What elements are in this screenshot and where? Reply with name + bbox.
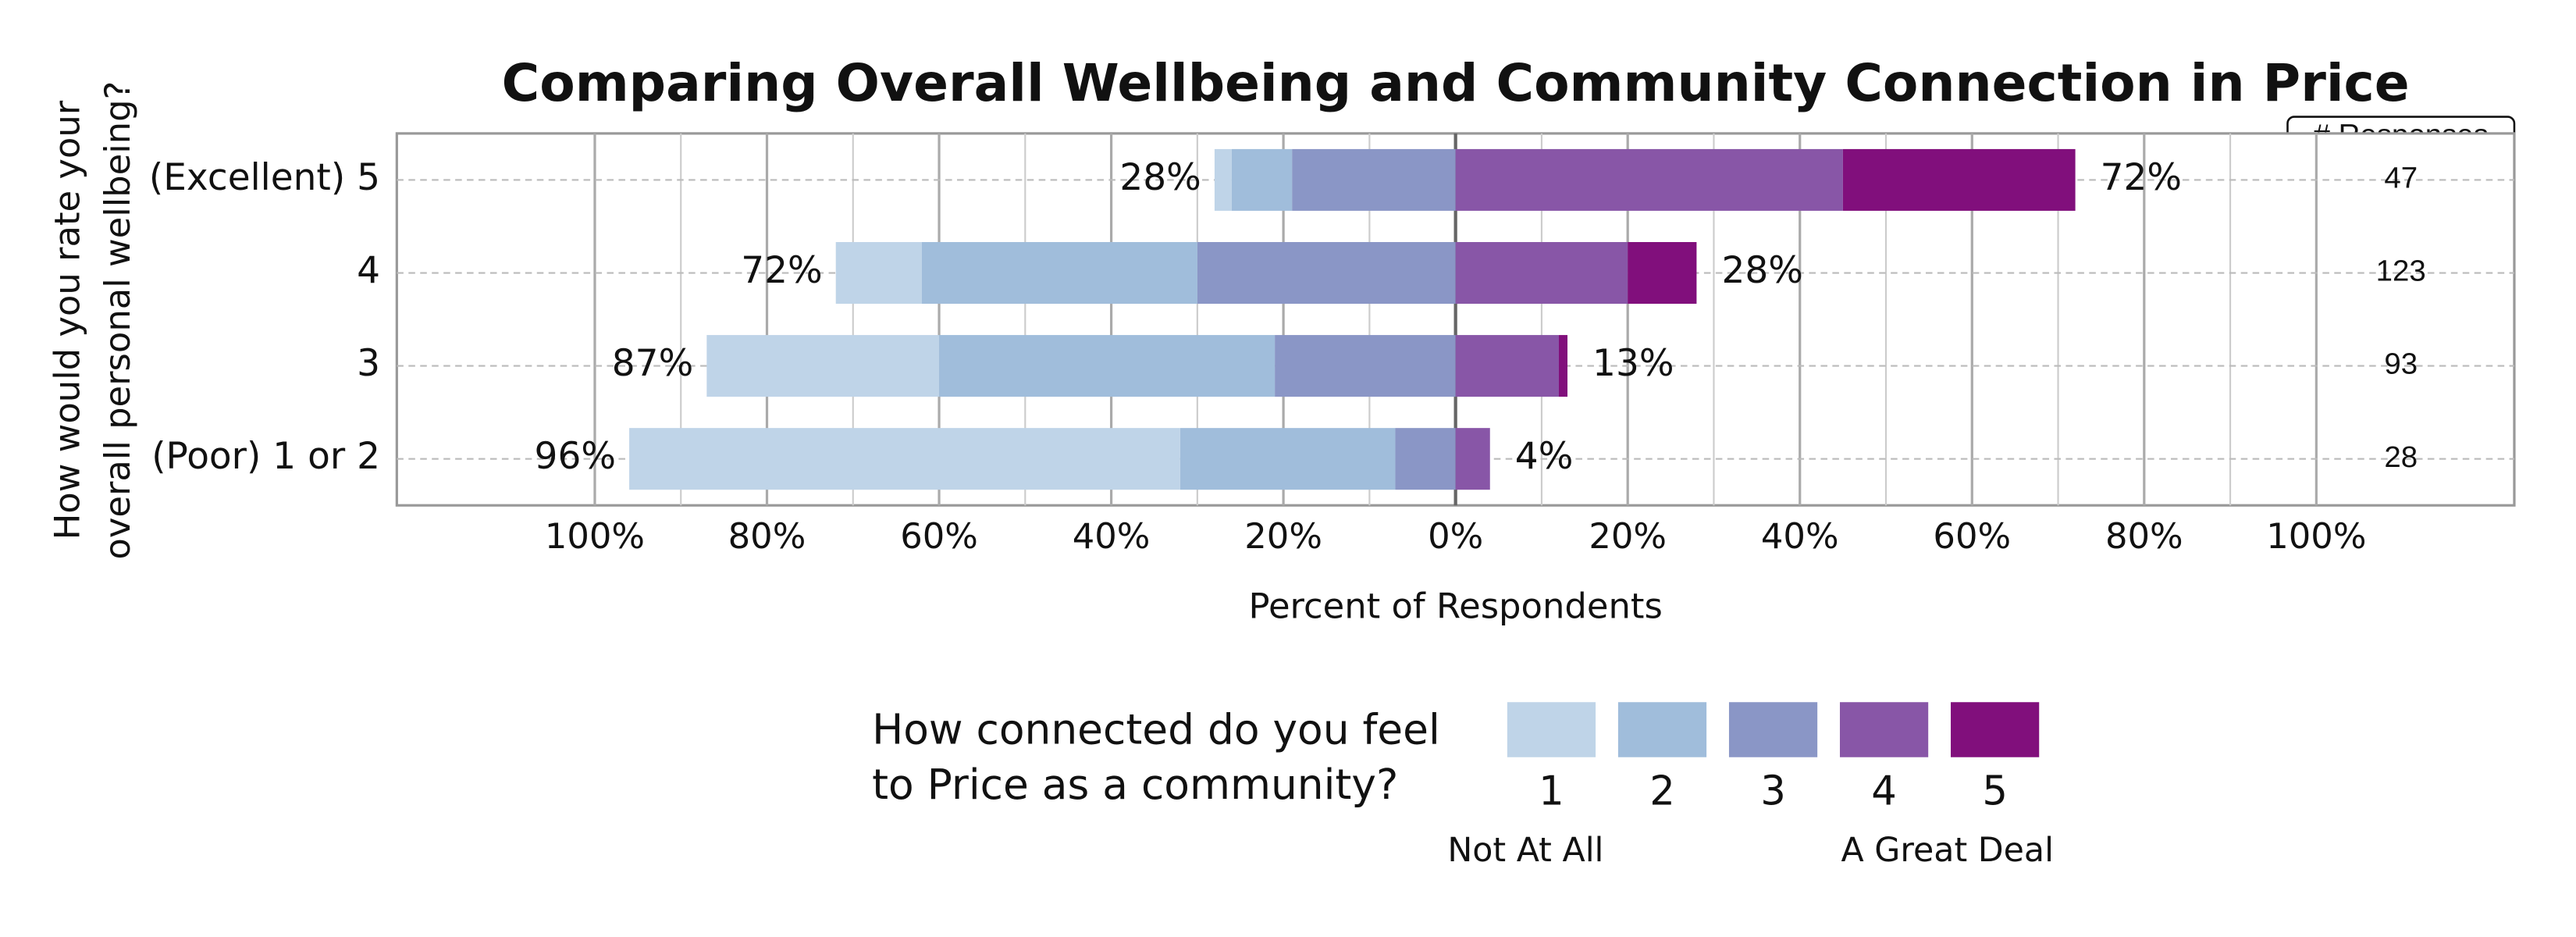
bar-segment — [921, 241, 1197, 305]
bar-segment — [835, 241, 922, 305]
bar-segment — [1558, 335, 1568, 397]
left-total-label: 96% — [535, 435, 616, 478]
legend-swatch — [1617, 702, 1707, 757]
right-total-label: 72% — [2101, 156, 2182, 199]
response-count: 28 — [2384, 440, 2418, 474]
legend-low: Not At All — [1447, 831, 1603, 870]
right-total-label: 4% — [1515, 435, 1574, 478]
x-tick-label: 80% — [728, 515, 806, 557]
bar-segment — [1197, 241, 1456, 305]
bar-segment — [1231, 148, 1293, 211]
bar-segment — [1455, 148, 1843, 211]
legend-label: 2 — [1649, 768, 1675, 815]
right-total-label: 28% — [1721, 249, 1802, 292]
response-count: 123 — [2376, 255, 2426, 288]
bar-segment — [1842, 148, 2076, 211]
legend-swatch — [1951, 702, 2040, 757]
y-tick-label: 3 — [357, 342, 380, 385]
legend-swatch — [1728, 702, 1818, 757]
y-tick-label: (Excellent) 5 — [149, 156, 380, 199]
bar-segment — [1395, 428, 1456, 490]
legend-swatch — [1507, 702, 1596, 757]
response-count: 47 — [2384, 162, 2418, 195]
left-total-label: 87% — [612, 342, 693, 385]
bar-segment — [1292, 148, 1456, 211]
y-tick-label: (Poor) 1 or 2 — [151, 435, 380, 478]
legend-label: 5 — [1982, 768, 2008, 815]
bar-segment — [1628, 241, 1697, 305]
legend-title: to Price as a community? — [872, 760, 1398, 809]
bar-segment — [1455, 428, 1490, 490]
bar-segment — [706, 335, 940, 397]
x-tick-label: 100% — [545, 515, 645, 557]
left-total-label: 28% — [1119, 156, 1201, 199]
bar-segment — [1455, 241, 1628, 305]
bar-segment — [1214, 148, 1232, 211]
x-tick-label: 40% — [1761, 515, 1839, 557]
x-tick-label: 100% — [2266, 515, 2366, 557]
y-axis-label-line: overall personal wellbeing? — [97, 81, 138, 560]
x-tick-label: 80% — [2105, 515, 2183, 557]
right-total-label: 13% — [1592, 342, 1674, 385]
bar-segment — [1455, 335, 1559, 397]
x-axis-label: Percent of Respondents — [1249, 586, 1663, 627]
legend-high: A Great Deal — [1841, 831, 2054, 870]
x-tick-label: 0% — [1428, 515, 1483, 557]
x-tick-label: 60% — [1933, 515, 2011, 557]
response-count: 93 — [2384, 347, 2418, 381]
x-tick-label: 60% — [900, 515, 978, 557]
x-tick-label: 20% — [1589, 515, 1667, 557]
y-axis-label-line: How would you rate your — [47, 100, 88, 540]
chart-title: Comparing Overall Wellbeing and Communit… — [502, 53, 2410, 113]
y-axis-label: How would you rate your overall personal… — [47, 81, 138, 560]
legend-swatch — [1839, 702, 1929, 757]
bar-segment — [939, 335, 1276, 397]
legend-label: 1 — [1539, 768, 1564, 815]
bar-segment — [1179, 428, 1396, 490]
x-tick-label: 40% — [1073, 515, 1151, 557]
legend-label: 3 — [1760, 768, 1786, 815]
legend-label: 4 — [1871, 768, 1897, 815]
bar-segment — [1275, 335, 1456, 397]
y-tick-label: 4 — [357, 249, 380, 292]
x-tick-label: 20% — [1244, 515, 1322, 557]
bar-segment — [629, 428, 1180, 490]
left-total-label: 72% — [741, 249, 822, 292]
legend-title: How connected do you feel — [872, 704, 1440, 754]
